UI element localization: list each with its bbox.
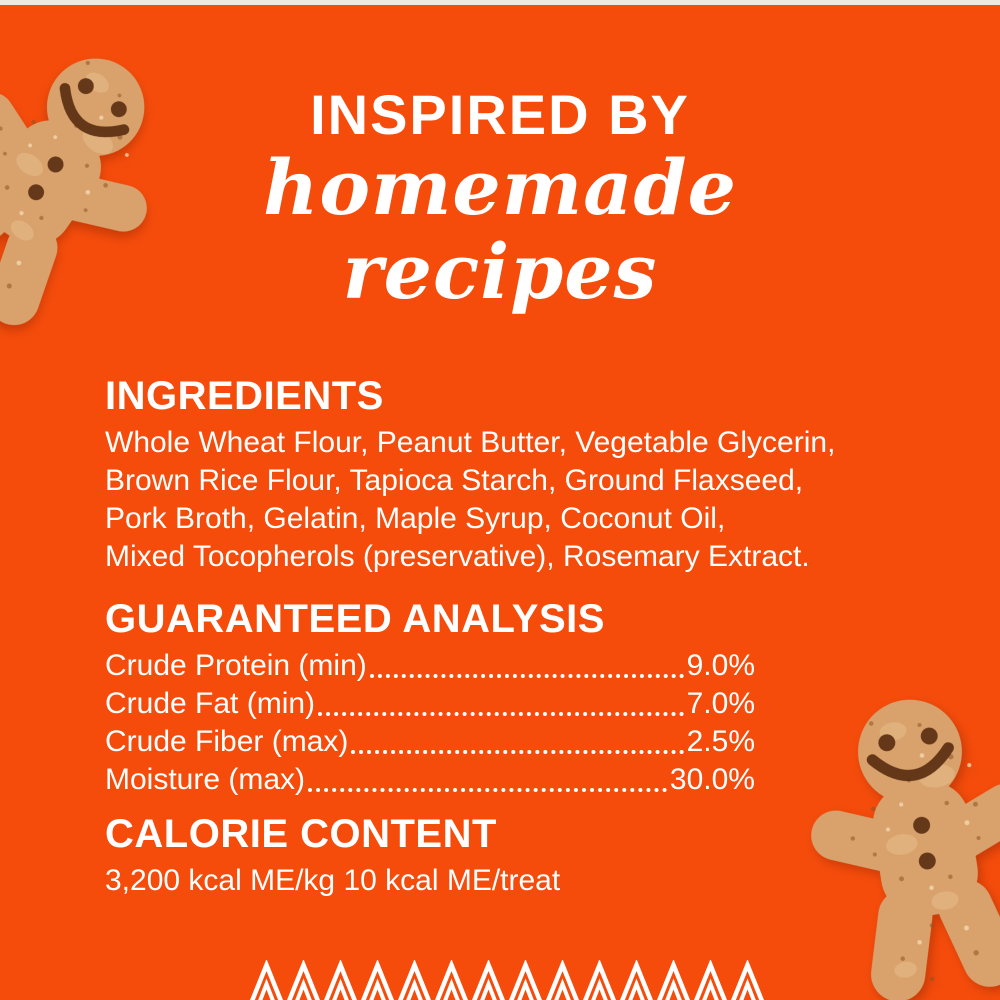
dot-leader [369,674,684,678]
ingredients-line: Whole Wheat Flour, Peanut Butter, Vegeta… [105,426,836,459]
guaranteed-analysis-table: Crude Protein (min) 9.0% Crude Fat (min)… [105,647,755,799]
analysis-row: Crude Fat (min) 7.0% [105,685,755,723]
analysis-label: Moisture (max) [105,763,306,796]
analysis-row: Moisture (max) 30.0% [105,761,755,799]
analysis-value: 30.0% [669,763,755,796]
analysis-label: Crude Protein (min) [105,649,367,682]
zigzag-border-pattern [249,960,765,1000]
ingredients-list: Whole Wheat Flour, Peanut Butter, Vegeta… [105,424,905,576]
dot-leader [351,750,684,754]
tagline-line-2: homemade [263,143,737,232]
ingredients-heading: INGREDIENTS [105,374,384,418]
analysis-value: 9.0% [686,649,755,682]
tagline-line-1: INSPIRED BY [310,83,690,146]
tagline: INSPIRED BY homemade recipes [0,84,1000,314]
analysis-value: 2.5% [686,725,755,758]
ingredients-line: Brown Rice Flour, Tapioca Starch, Ground… [105,464,804,497]
analysis-label: Crude Fiber (max) [105,725,349,758]
analysis-row: Crude Protein (min) 9.0% [105,647,755,685]
dot-leader [318,712,684,716]
gingerbread-cookie-bottom-right-icon [790,678,1000,1000]
ingredients-line: Mixed Tocopherols (preservative), Rosema… [105,540,810,573]
ingredients-line: Pork Broth, Gelatin, Maple Syrup, Coconu… [105,502,726,535]
guaranteed-analysis-heading: GUARANTEED ANALYSIS [105,597,605,641]
calorie-content-section: CALORIE CONTENT 3,200 kcal ME/kg 10 kcal… [105,812,755,900]
dot-leader [308,788,667,792]
calorie-content-value: 3,200 kcal ME/kg 10 kcal ME/treat [105,864,561,897]
analysis-value: 7.0% [686,687,755,720]
analysis-row: Crude Fiber (max) 2.5% [105,723,755,761]
ingredients-section: INGREDIENTS Whole Wheat Flour, Peanut Bu… [105,374,905,576]
guaranteed-analysis-section: GUARANTEED ANALYSIS Crude Protein (min) … [105,597,755,799]
tagline-line-3: recipes [342,227,658,316]
analysis-label: Crude Fat (min) [105,687,316,720]
package-top-edge [0,0,1000,5]
calorie-content-heading: CALORIE CONTENT [105,812,497,856]
